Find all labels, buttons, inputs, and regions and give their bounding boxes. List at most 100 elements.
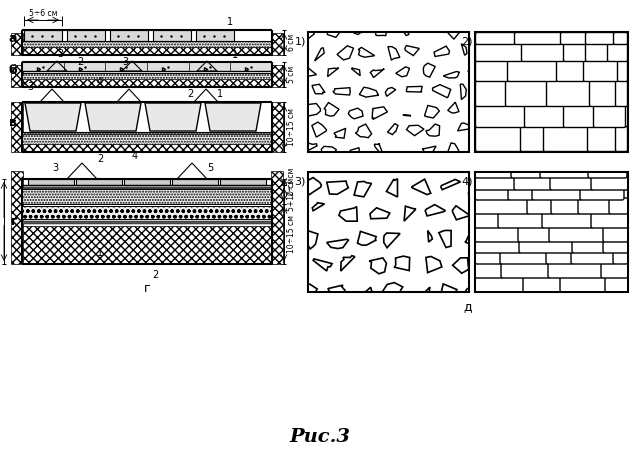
FancyBboxPatch shape xyxy=(561,32,586,44)
Polygon shape xyxy=(424,105,439,118)
Bar xyxy=(28,179,74,185)
Bar xyxy=(271,33,283,55)
Text: г: г xyxy=(144,282,150,295)
Polygon shape xyxy=(298,66,316,76)
FancyBboxPatch shape xyxy=(523,276,562,292)
Polygon shape xyxy=(337,155,346,171)
Bar xyxy=(271,102,283,152)
Bar xyxy=(11,65,23,87)
FancyBboxPatch shape xyxy=(475,226,520,242)
FancyBboxPatch shape xyxy=(500,251,548,264)
Polygon shape xyxy=(340,255,355,271)
Polygon shape xyxy=(396,67,410,77)
FancyBboxPatch shape xyxy=(514,176,552,190)
Polygon shape xyxy=(452,206,470,220)
Bar xyxy=(22,187,272,189)
Text: 10÷15 см: 10÷15 см xyxy=(287,108,296,146)
Text: д: д xyxy=(464,300,472,313)
Text: 1: 1 xyxy=(232,50,238,60)
Polygon shape xyxy=(448,30,461,39)
Polygon shape xyxy=(406,86,422,92)
FancyBboxPatch shape xyxy=(527,198,553,214)
Bar xyxy=(67,30,105,41)
Polygon shape xyxy=(300,177,321,195)
Bar xyxy=(220,179,266,185)
Polygon shape xyxy=(327,239,348,249)
FancyBboxPatch shape xyxy=(603,226,628,242)
Polygon shape xyxy=(388,47,400,60)
FancyBboxPatch shape xyxy=(551,198,580,214)
Polygon shape xyxy=(313,259,332,271)
FancyBboxPatch shape xyxy=(591,212,628,228)
FancyBboxPatch shape xyxy=(475,251,502,264)
Polygon shape xyxy=(461,44,467,55)
FancyBboxPatch shape xyxy=(601,262,628,278)
Polygon shape xyxy=(468,179,483,194)
Bar xyxy=(308,172,469,292)
Polygon shape xyxy=(304,103,321,116)
Polygon shape xyxy=(425,205,445,216)
FancyBboxPatch shape xyxy=(605,276,628,292)
Text: 3: 3 xyxy=(27,82,33,92)
FancyBboxPatch shape xyxy=(508,188,534,200)
Polygon shape xyxy=(469,146,483,156)
FancyBboxPatch shape xyxy=(588,172,627,178)
Polygon shape xyxy=(312,84,325,94)
Bar xyxy=(308,32,469,152)
FancyBboxPatch shape xyxy=(518,226,551,242)
Polygon shape xyxy=(426,124,440,136)
Text: 2: 2 xyxy=(152,270,158,280)
Polygon shape xyxy=(439,231,451,248)
Polygon shape xyxy=(301,284,317,298)
Polygon shape xyxy=(401,156,412,159)
FancyBboxPatch shape xyxy=(525,105,564,128)
Polygon shape xyxy=(423,63,435,77)
FancyBboxPatch shape xyxy=(603,240,628,253)
Polygon shape xyxy=(372,107,387,119)
FancyBboxPatch shape xyxy=(476,127,522,152)
FancyBboxPatch shape xyxy=(542,212,593,228)
Polygon shape xyxy=(387,179,397,197)
Polygon shape xyxy=(312,122,326,137)
Polygon shape xyxy=(374,24,387,36)
FancyBboxPatch shape xyxy=(475,172,513,178)
Bar xyxy=(153,30,191,41)
FancyBboxPatch shape xyxy=(571,251,615,264)
Text: 1: 1 xyxy=(97,248,103,258)
Bar xyxy=(22,41,272,47)
Polygon shape xyxy=(422,23,438,31)
Polygon shape xyxy=(404,206,416,221)
Bar xyxy=(22,62,272,71)
FancyBboxPatch shape xyxy=(475,188,510,200)
FancyBboxPatch shape xyxy=(506,80,547,107)
FancyBboxPatch shape xyxy=(515,32,561,44)
Text: 2: 2 xyxy=(77,57,83,67)
Bar xyxy=(110,30,148,41)
Polygon shape xyxy=(460,84,467,100)
FancyBboxPatch shape xyxy=(511,172,542,178)
Bar xyxy=(22,134,272,144)
Polygon shape xyxy=(455,154,473,172)
Text: 10÷15 см: 10÷15 см xyxy=(287,215,296,253)
Bar xyxy=(271,171,283,264)
Polygon shape xyxy=(406,125,424,136)
FancyBboxPatch shape xyxy=(476,105,525,128)
Polygon shape xyxy=(145,103,201,131)
Bar xyxy=(475,172,628,292)
Polygon shape xyxy=(369,258,387,274)
FancyBboxPatch shape xyxy=(550,176,593,190)
Bar xyxy=(124,179,170,185)
Bar xyxy=(76,179,122,185)
FancyBboxPatch shape xyxy=(584,61,618,81)
FancyBboxPatch shape xyxy=(593,105,625,128)
FancyBboxPatch shape xyxy=(475,212,500,228)
Polygon shape xyxy=(333,88,350,95)
Polygon shape xyxy=(370,69,384,78)
FancyBboxPatch shape xyxy=(546,251,573,264)
Polygon shape xyxy=(337,46,353,60)
Text: 2: 2 xyxy=(187,89,193,99)
Text: в: в xyxy=(9,116,17,129)
Text: 1): 1) xyxy=(294,37,306,47)
Polygon shape xyxy=(399,23,413,36)
Bar xyxy=(172,179,218,185)
